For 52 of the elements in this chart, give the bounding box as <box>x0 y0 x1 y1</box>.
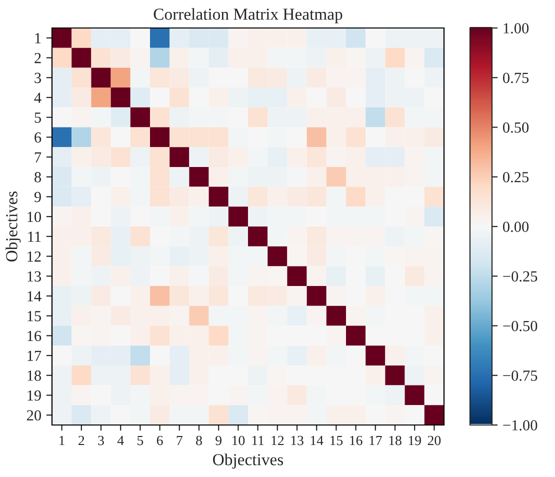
y-tick-label: 6 <box>34 132 42 143</box>
x-tick-label: 19 <box>408 436 421 446</box>
y-tick-label: 18 <box>28 370 41 381</box>
y-tick-label: 10 <box>28 212 41 222</box>
color-bar-label: 0.00 <box>503 222 529 232</box>
y-tick-label: 5 <box>34 112 41 123</box>
y-tick-label: 9 <box>34 192 41 202</box>
x-tick-label: 3 <box>98 436 104 446</box>
x-tick-label: 1 <box>60 436 64 446</box>
x-tick-label: 14 <box>310 436 324 446</box>
x-tick-label: 13 <box>291 436 304 446</box>
x-tick-label: 6 <box>156 436 163 446</box>
color-bar-label: 0.25 <box>503 172 529 182</box>
y-tick-label: 4 <box>34 92 42 103</box>
x-tick-label: 8 <box>196 436 202 446</box>
y-tick-label: 17 <box>28 350 42 361</box>
y-tick-label: 3 <box>34 72 41 84</box>
x-tick-label: 10 <box>232 436 245 446</box>
color-bar-label: −0.50 <box>503 320 538 332</box>
x-tick-label: 9 <box>216 436 222 446</box>
color-bar-label: −0.75 <box>503 370 538 381</box>
x-tick-label: 4 <box>117 436 124 446</box>
x-tick-label: 7 <box>176 436 182 446</box>
x-tick-label: 5 <box>138 436 144 446</box>
y-tick-label: 7 <box>34 152 42 162</box>
y-tick-label: 16 <box>28 330 42 342</box>
color-bar-label: 1.00 <box>504 23 529 34</box>
x-tick-label: 11 <box>252 436 264 446</box>
y-axis-title: Objectives <box>6 191 21 262</box>
y-tick-label: 13 <box>28 271 41 282</box>
x-tick-label: 18 <box>389 436 402 446</box>
y-tick-label: 20 <box>26 410 41 421</box>
y-tick-label: 14 <box>28 291 42 302</box>
y-tick-label: 11 <box>28 232 41 242</box>
y-tick-label: 19 <box>28 390 41 401</box>
x-tick-label: 20 <box>428 436 441 446</box>
x-tick-label: 12 <box>272 436 284 446</box>
color-bar-label: 0.50 <box>503 122 529 133</box>
color-bar-label: −1.00 <box>503 420 538 431</box>
x-tick-label: 17 <box>370 436 382 446</box>
y-tick-label: 15 <box>28 311 41 322</box>
x-tick-label: 16 <box>350 436 362 446</box>
y-tick-label: 2 <box>34 52 41 64</box>
y-tick-label: 8 <box>34 172 41 182</box>
color-bar-label: −0.25 <box>503 271 538 282</box>
y-tick-label: 1 <box>35 33 41 44</box>
color-bar-label: 0.75 <box>503 72 529 84</box>
x-tick-label: 15 <box>330 436 343 446</box>
x-tick-label: 2 <box>78 436 84 446</box>
chart-title: Correlation Matrix Heatmap <box>154 8 342 24</box>
x-axis-title: Objectives <box>213 454 284 469</box>
y-tick-label: 12 <box>28 251 41 262</box>
